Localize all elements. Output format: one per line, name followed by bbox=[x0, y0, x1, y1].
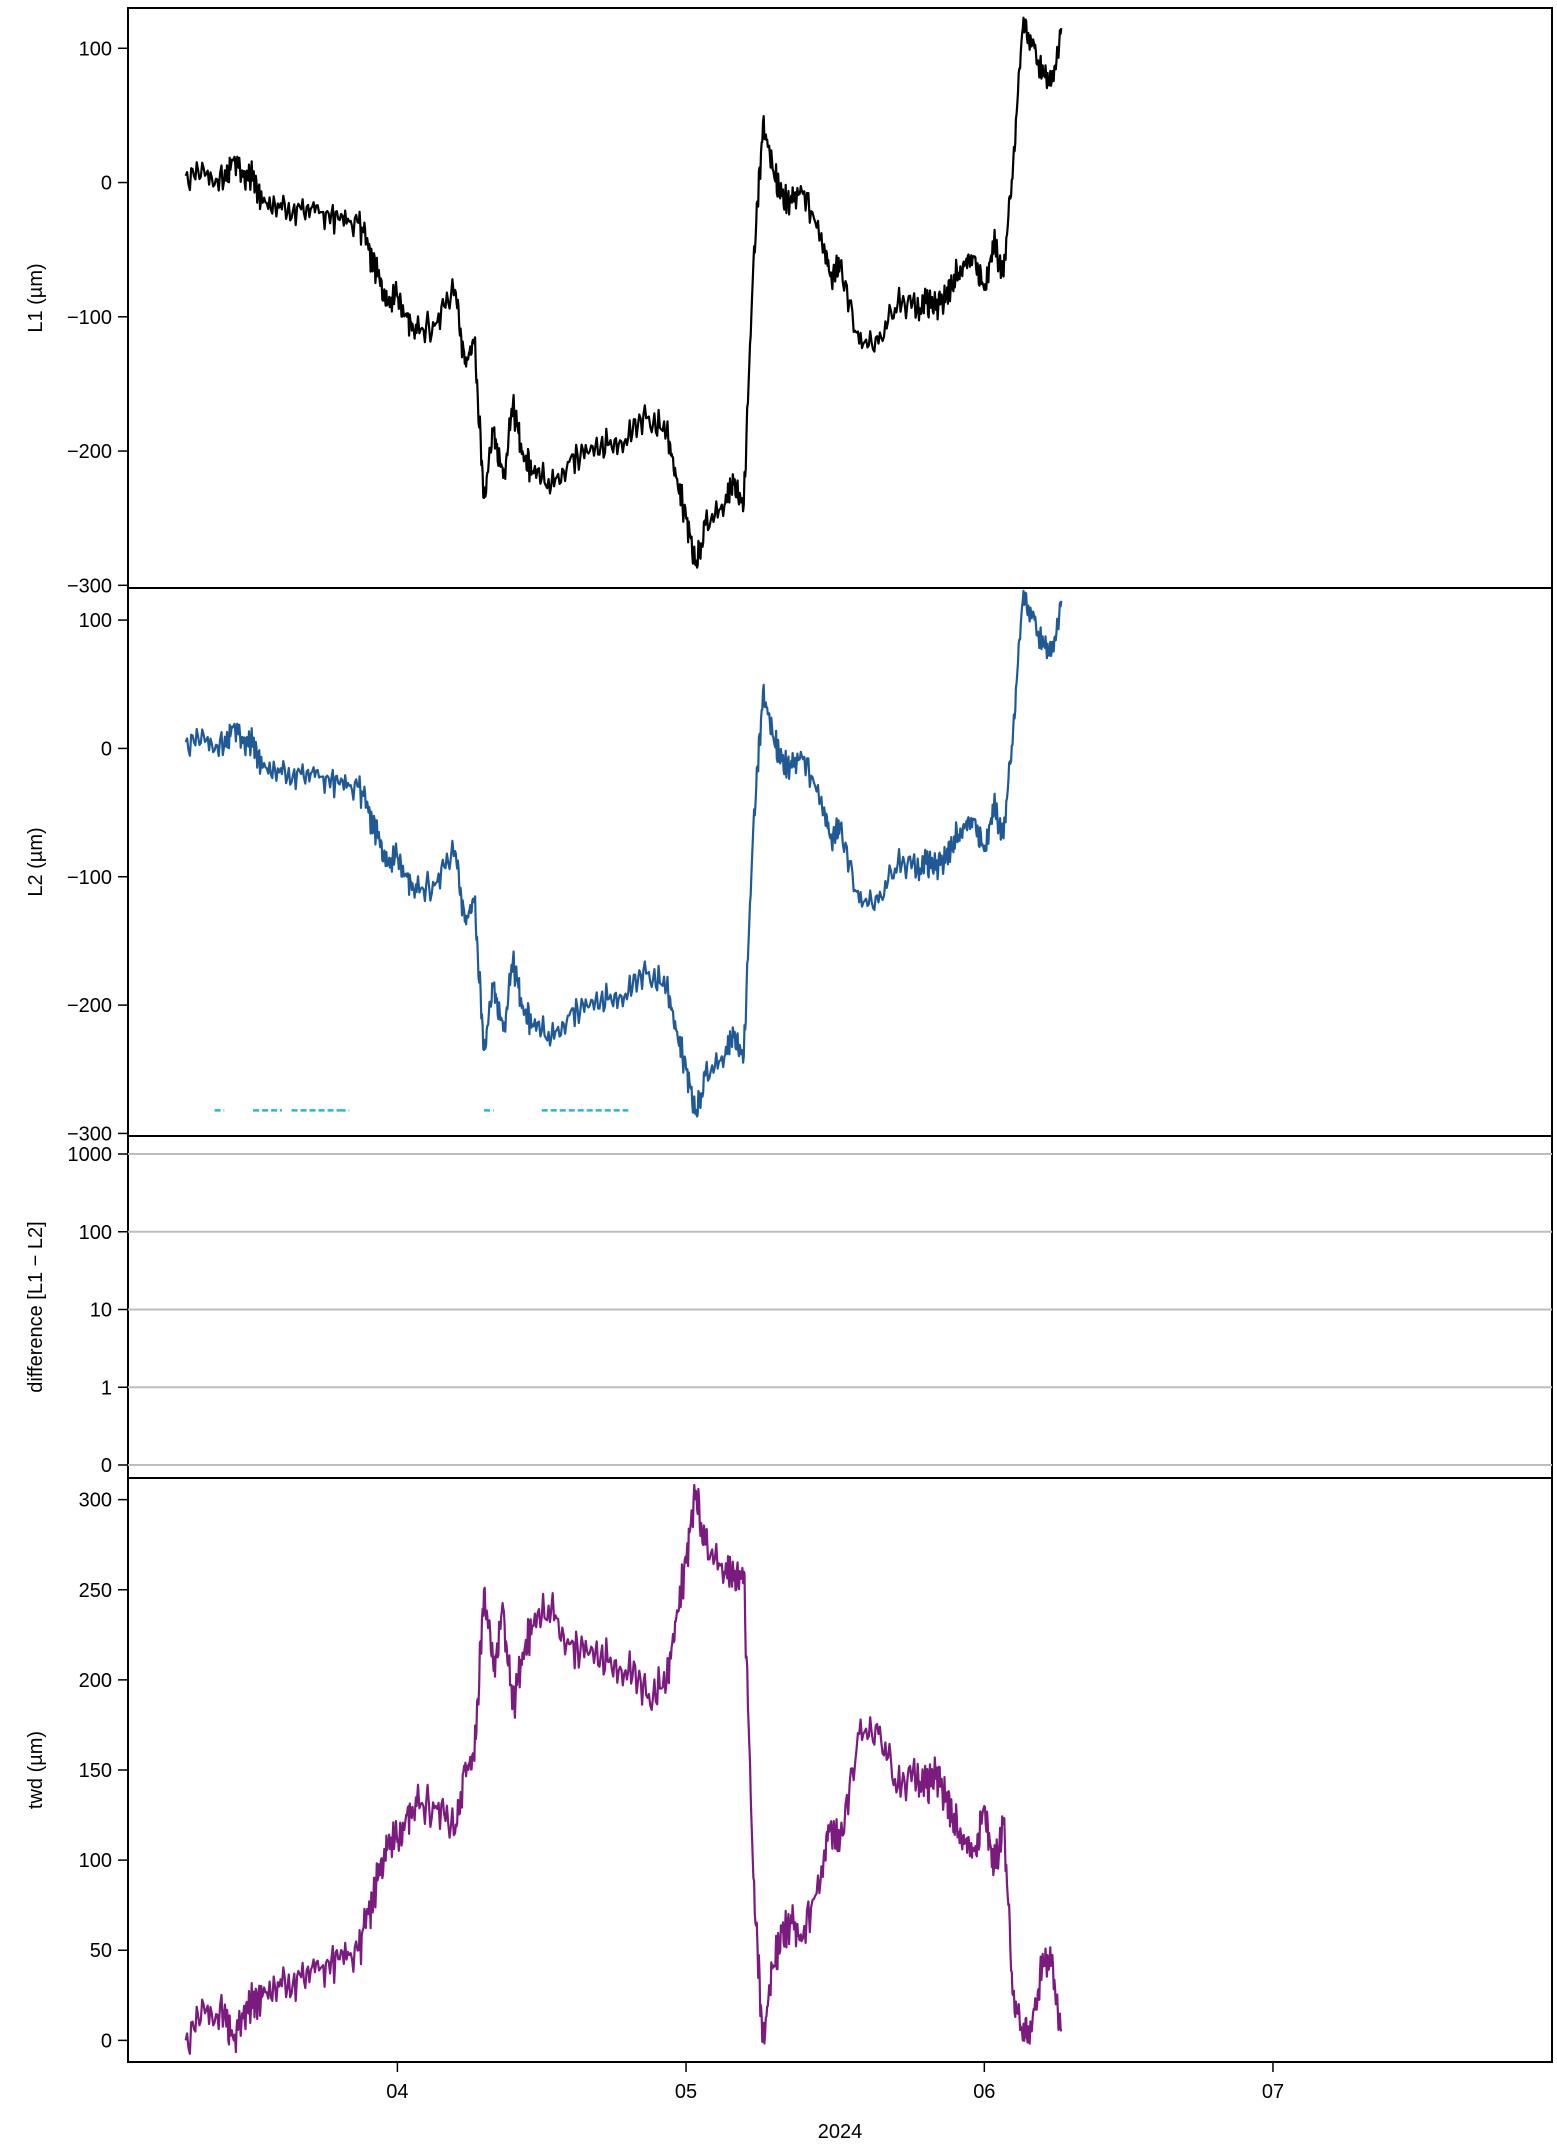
x-tick-label: 07 bbox=[1262, 2081, 1284, 2103]
series-line-l2 bbox=[184, 589, 1063, 1118]
series-line-l1 bbox=[184, 16, 1063, 569]
y-tick-label-l2: 0 bbox=[101, 738, 112, 760]
y-axis-title-twd: twd (µm) bbox=[25, 1731, 47, 1809]
y-tick-label-l2: −200 bbox=[67, 995, 112, 1017]
y-tick-label-l1: −100 bbox=[67, 307, 112, 329]
y-tick-label-diff: 1000 bbox=[68, 1144, 113, 1166]
y-tick-label-twd: 50 bbox=[90, 1940, 112, 1962]
y-axis-title-l2: L2 (µm) bbox=[25, 827, 47, 896]
x-axis: 04 05 06 07 bbox=[386, 2062, 1284, 2103]
series-line-twd bbox=[184, 1483, 1063, 2055]
panel-twd: 0 50 100 150 200 250 300 twd (µm) bbox=[25, 1477, 1553, 2063]
y-tick-label-l2: 100 bbox=[79, 610, 112, 632]
y-tick-label-diff: 100 bbox=[79, 1222, 112, 1244]
x-tick-label: 05 bbox=[675, 2081, 697, 2103]
y-axis-title-l1: L1 (µm) bbox=[25, 263, 47, 332]
y-tick-label-l1: 0 bbox=[101, 173, 112, 195]
y-axis-title-diff: difference [L1 − L2] bbox=[25, 1221, 47, 1392]
y-tick-label-l2: −300 bbox=[67, 1123, 112, 1145]
y-tick-label-l2: −100 bbox=[67, 867, 112, 889]
y-tick-label-l1: 100 bbox=[79, 38, 112, 60]
y-tick-label-diff: 10 bbox=[90, 1300, 112, 1322]
y-tick-label-twd: 200 bbox=[79, 1670, 112, 1692]
y-tick-label-twd: 100 bbox=[79, 1850, 112, 1872]
y-tick-label-l1: −300 bbox=[67, 575, 112, 597]
y-tick-label-twd: 300 bbox=[79, 1490, 112, 1512]
y-tick-label-twd: 150 bbox=[79, 1760, 112, 1782]
x-tick-label: 04 bbox=[386, 2081, 408, 2103]
x-axis-title: 2024 bbox=[818, 2121, 863, 2143]
y-tick-label-diff: 1 bbox=[101, 1377, 112, 1399]
panel-l2: −300 −200 −100 0 100 L2 (µm) bbox=[25, 587, 1553, 1145]
y-tick-label-twd: 250 bbox=[79, 1580, 112, 1602]
y-tick-label-l1: −200 bbox=[67, 441, 112, 463]
x-tick-label: 06 bbox=[973, 2081, 995, 2103]
y-tick-label-diff: 0 bbox=[101, 1455, 112, 1477]
y-tick-label-twd: 0 bbox=[101, 2030, 112, 2052]
panel-diff: 0 1 10 100 1000 difference [L1 − L2] bbox=[25, 1135, 1553, 1479]
